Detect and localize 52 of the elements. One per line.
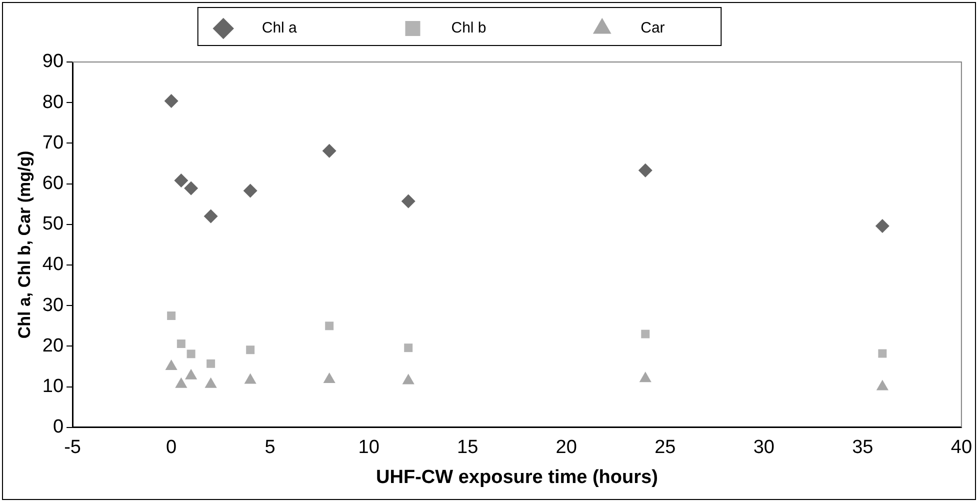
point [164,94,178,108]
point [323,372,336,383]
point [325,322,334,330]
point [402,374,414,384]
point [165,360,178,370]
legend-label: Chl b [426,20,582,37]
y-tick-label: 80 [42,92,64,113]
x-tick-label: 10 [358,437,380,458]
x-tick-label: -5 [64,437,81,458]
x-tick-label: 35 [852,437,874,458]
point [876,380,888,390]
x-tick-label: 15 [457,437,478,458]
point [186,350,196,358]
y-tick-label: 10 [42,376,64,398]
x-tick-label: 40 [950,437,972,458]
x-tick-label: 30 [753,437,774,458]
y-tick-label: 0 [52,416,64,438]
x-axis-title: UHF-CW exposure time (hours) [376,466,658,488]
point [243,184,258,198]
y-axis-title: Chl a, Chl b, Car (mg/g) [14,150,34,339]
point [206,359,216,368]
point [246,346,255,354]
point [641,330,650,338]
x-tick-label: 20 [556,437,577,458]
point [204,377,217,388]
y-tick-label: 30 [42,294,64,316]
point [175,377,188,388]
point [638,163,652,178]
point [244,373,256,384]
point [184,181,198,196]
point [322,144,336,158]
y-tick-label: 60 [42,173,64,194]
y-tick-label: 90 [42,51,64,72]
point [404,344,413,352]
x-tick-label: 25 [654,437,676,458]
point [176,340,186,348]
point [639,372,652,382]
y-tick-label: 20 [42,335,64,356]
point [401,194,416,208]
point [204,209,218,224]
legend-label: Chl a [236,20,393,37]
point [875,219,890,234]
y-tick-label: 70 [42,132,64,154]
y-tick-label: 50 [42,214,64,235]
point [184,368,198,380]
x-tick-label: 5 [264,437,276,458]
point [167,312,176,320]
point [878,349,887,358]
x-tick-label: 0 [166,437,177,458]
legend-label: Car [616,20,761,37]
point [174,174,188,188]
y-tick-label: 40 [42,254,64,276]
